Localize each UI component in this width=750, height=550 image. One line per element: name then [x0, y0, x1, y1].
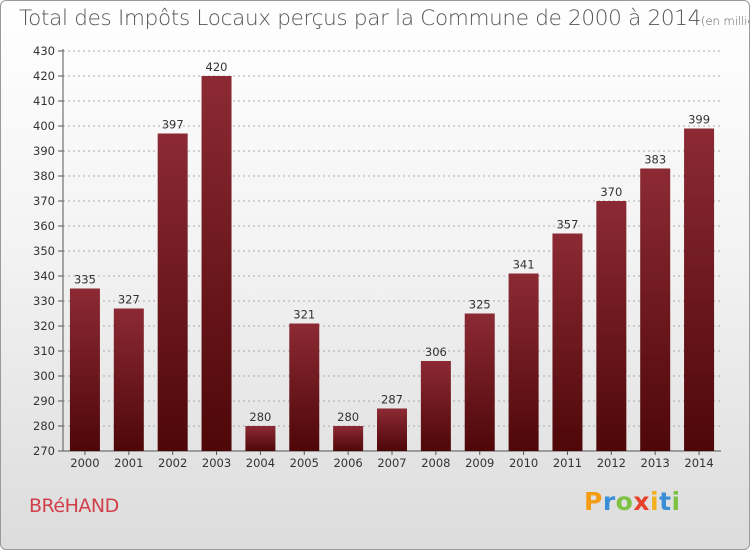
proxiti-logo: Proxiti: [584, 487, 681, 516]
y-tick-label: 390: [33, 144, 55, 158]
x-tick-label: 2000: [70, 456, 99, 470]
bar: [508, 273, 539, 451]
x-tick-label: 2003: [202, 456, 231, 470]
y-tick-label: 350: [33, 244, 55, 258]
y-tick-label: 310: [33, 344, 55, 358]
commune-name: BRéHAND: [29, 495, 119, 517]
x-tick-label: 2008: [421, 456, 450, 470]
bar: [640, 168, 671, 451]
logo-letter: P: [584, 487, 603, 516]
chart-title: Total des Impôts Locaux perçus par la Co…: [19, 6, 749, 31]
bar-value-label: 327: [118, 293, 140, 307]
bar-value-label: 397: [162, 118, 184, 132]
bar-value-label: 357: [556, 218, 578, 232]
bar-value-label: 399: [688, 113, 710, 127]
logo-letter: i: [650, 487, 660, 516]
bar-value-label: 280: [249, 410, 271, 424]
bar: [596, 201, 627, 451]
y-tick-label: 340: [33, 269, 55, 283]
bar: [464, 313, 495, 451]
y-tick-label: 320: [33, 319, 55, 333]
y-tick-label: 420: [33, 69, 55, 83]
x-tick-label: 2011: [553, 456, 582, 470]
bar: [69, 288, 100, 451]
y-tick-label: 280: [33, 419, 55, 433]
bar-value-label: 306: [425, 345, 447, 359]
bar: [420, 361, 451, 451]
bar: [289, 323, 320, 451]
bar-value-label: 370: [600, 185, 622, 199]
y-tick-label: 360: [33, 219, 55, 233]
x-tick-label: 2009: [465, 456, 494, 470]
y-tick-label: 370: [33, 194, 55, 208]
x-tick-label: 2010: [509, 456, 538, 470]
bar: [245, 426, 276, 451]
x-tick-label: 2005: [290, 456, 319, 470]
x-tick-label: 2001: [114, 456, 143, 470]
y-tick-label: 400: [33, 119, 55, 133]
y-tick-label: 300: [33, 369, 55, 383]
bar: [333, 426, 364, 451]
y-tick-label: 270: [33, 444, 55, 458]
bar-value-label: 420: [206, 60, 228, 74]
bar-value-label: 341: [513, 258, 535, 272]
chart-subtitle: (en milliers d'€): [701, 14, 749, 28]
bar-value-label: 287: [381, 393, 403, 407]
bar: [157, 133, 188, 451]
y-tick-label: 290: [33, 394, 55, 408]
bar-value-label: 335: [74, 273, 96, 287]
logo-letter: r: [602, 487, 616, 516]
y-tick-label: 410: [33, 94, 55, 108]
y-tick-label: 330: [33, 294, 55, 308]
logo-letter: t: [659, 487, 672, 516]
logo-letter: o: [615, 487, 634, 516]
bar: [113, 308, 144, 451]
bar-value-label: 280: [337, 410, 359, 424]
bar-value-label: 325: [469, 298, 491, 312]
x-tick-label: 2006: [333, 456, 362, 470]
bar: [684, 128, 715, 451]
x-tick-label: 2012: [597, 456, 626, 470]
x-tick-label: 2007: [377, 456, 406, 470]
bar-value-label: 321: [293, 308, 315, 322]
x-tick-label: 2004: [246, 456, 275, 470]
bar: [552, 233, 583, 451]
y-tick-label: 380: [33, 169, 55, 183]
bar-value-label: 383: [644, 153, 666, 167]
x-tick-label: 2013: [641, 456, 670, 470]
logo-letter: i: [671, 487, 681, 516]
x-tick-label: 2002: [158, 456, 187, 470]
logo-letter: x: [633, 487, 650, 516]
y-tick-label: 430: [33, 44, 55, 58]
bar: [201, 76, 232, 451]
bar: [377, 408, 407, 451]
x-tick-label: 2014: [684, 456, 713, 470]
